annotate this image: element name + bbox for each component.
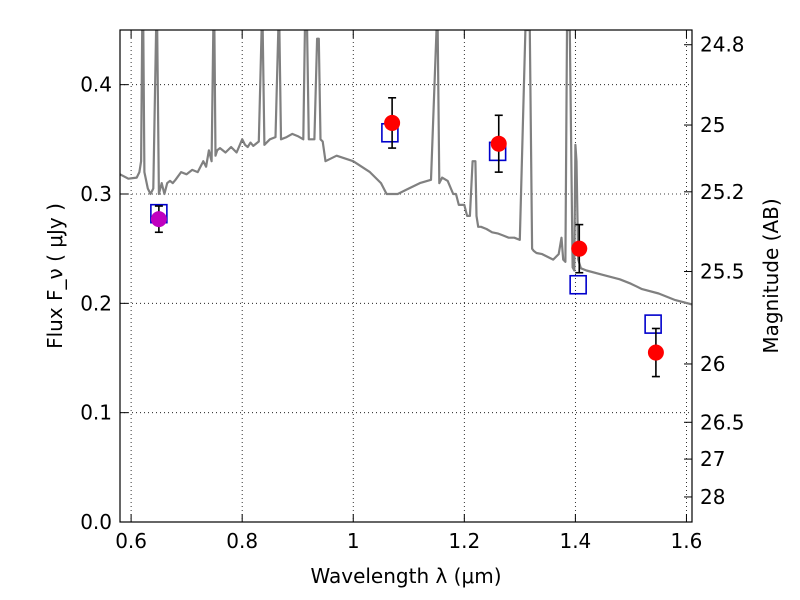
right-tick-label: 27 [700, 447, 725, 471]
observed-point [150, 211, 167, 228]
plot-frame [119, 29, 693, 523]
y-tick-label: 0.3 [80, 182, 112, 206]
spectrum-line [120, 30, 692, 306]
right-tick-label: 26 [700, 352, 725, 376]
y-axis-right-title: Magnitude (AB) [759, 198, 783, 353]
observed-point [384, 114, 401, 131]
right-tick-label: 26.5 [700, 410, 745, 434]
observed-point [490, 135, 507, 152]
right-tick-label: 25 [700, 113, 725, 137]
axis-ticks: 0.6 0.8 1 1.2 1.4 1.6 0.0 0.1 0.2 0.3 0.4 24.8 25 25.… [80, 30, 745, 553]
y-tick-label: 0.2 [80, 291, 112, 315]
right-tick-label: 25.5 [700, 260, 745, 284]
right-tick-label: 25.2 [700, 180, 745, 204]
x-tick-label: 0.6 [115, 529, 147, 553]
x-tick-label: 0.8 [226, 529, 258, 553]
model-square-marker [569, 274, 587, 295]
observed-point [571, 240, 588, 257]
observed-point [647, 344, 664, 361]
plot-area [120, 30, 692, 306]
right-tick-label: 24.8 [700, 33, 745, 57]
right-tick-label: 28 [700, 485, 725, 509]
y-axis-title: Flux F_ν ( μJy ) [43, 203, 67, 349]
y-tick-label: 0.0 [80, 510, 112, 534]
x-axis-title: Wavelength λ (μm) [310, 564, 501, 588]
y-tick-label: 0.1 [80, 401, 112, 425]
x-tick-label: 1 [347, 529, 360, 553]
y-tick-label: 0.4 [80, 73, 112, 97]
x-tick-label: 1.4 [559, 529, 591, 553]
x-tick-label: 1.2 [448, 529, 480, 553]
x-tick-label: 1.6 [671, 529, 703, 553]
marker-layer [150, 96, 664, 378]
model-square-marker [644, 314, 662, 334]
